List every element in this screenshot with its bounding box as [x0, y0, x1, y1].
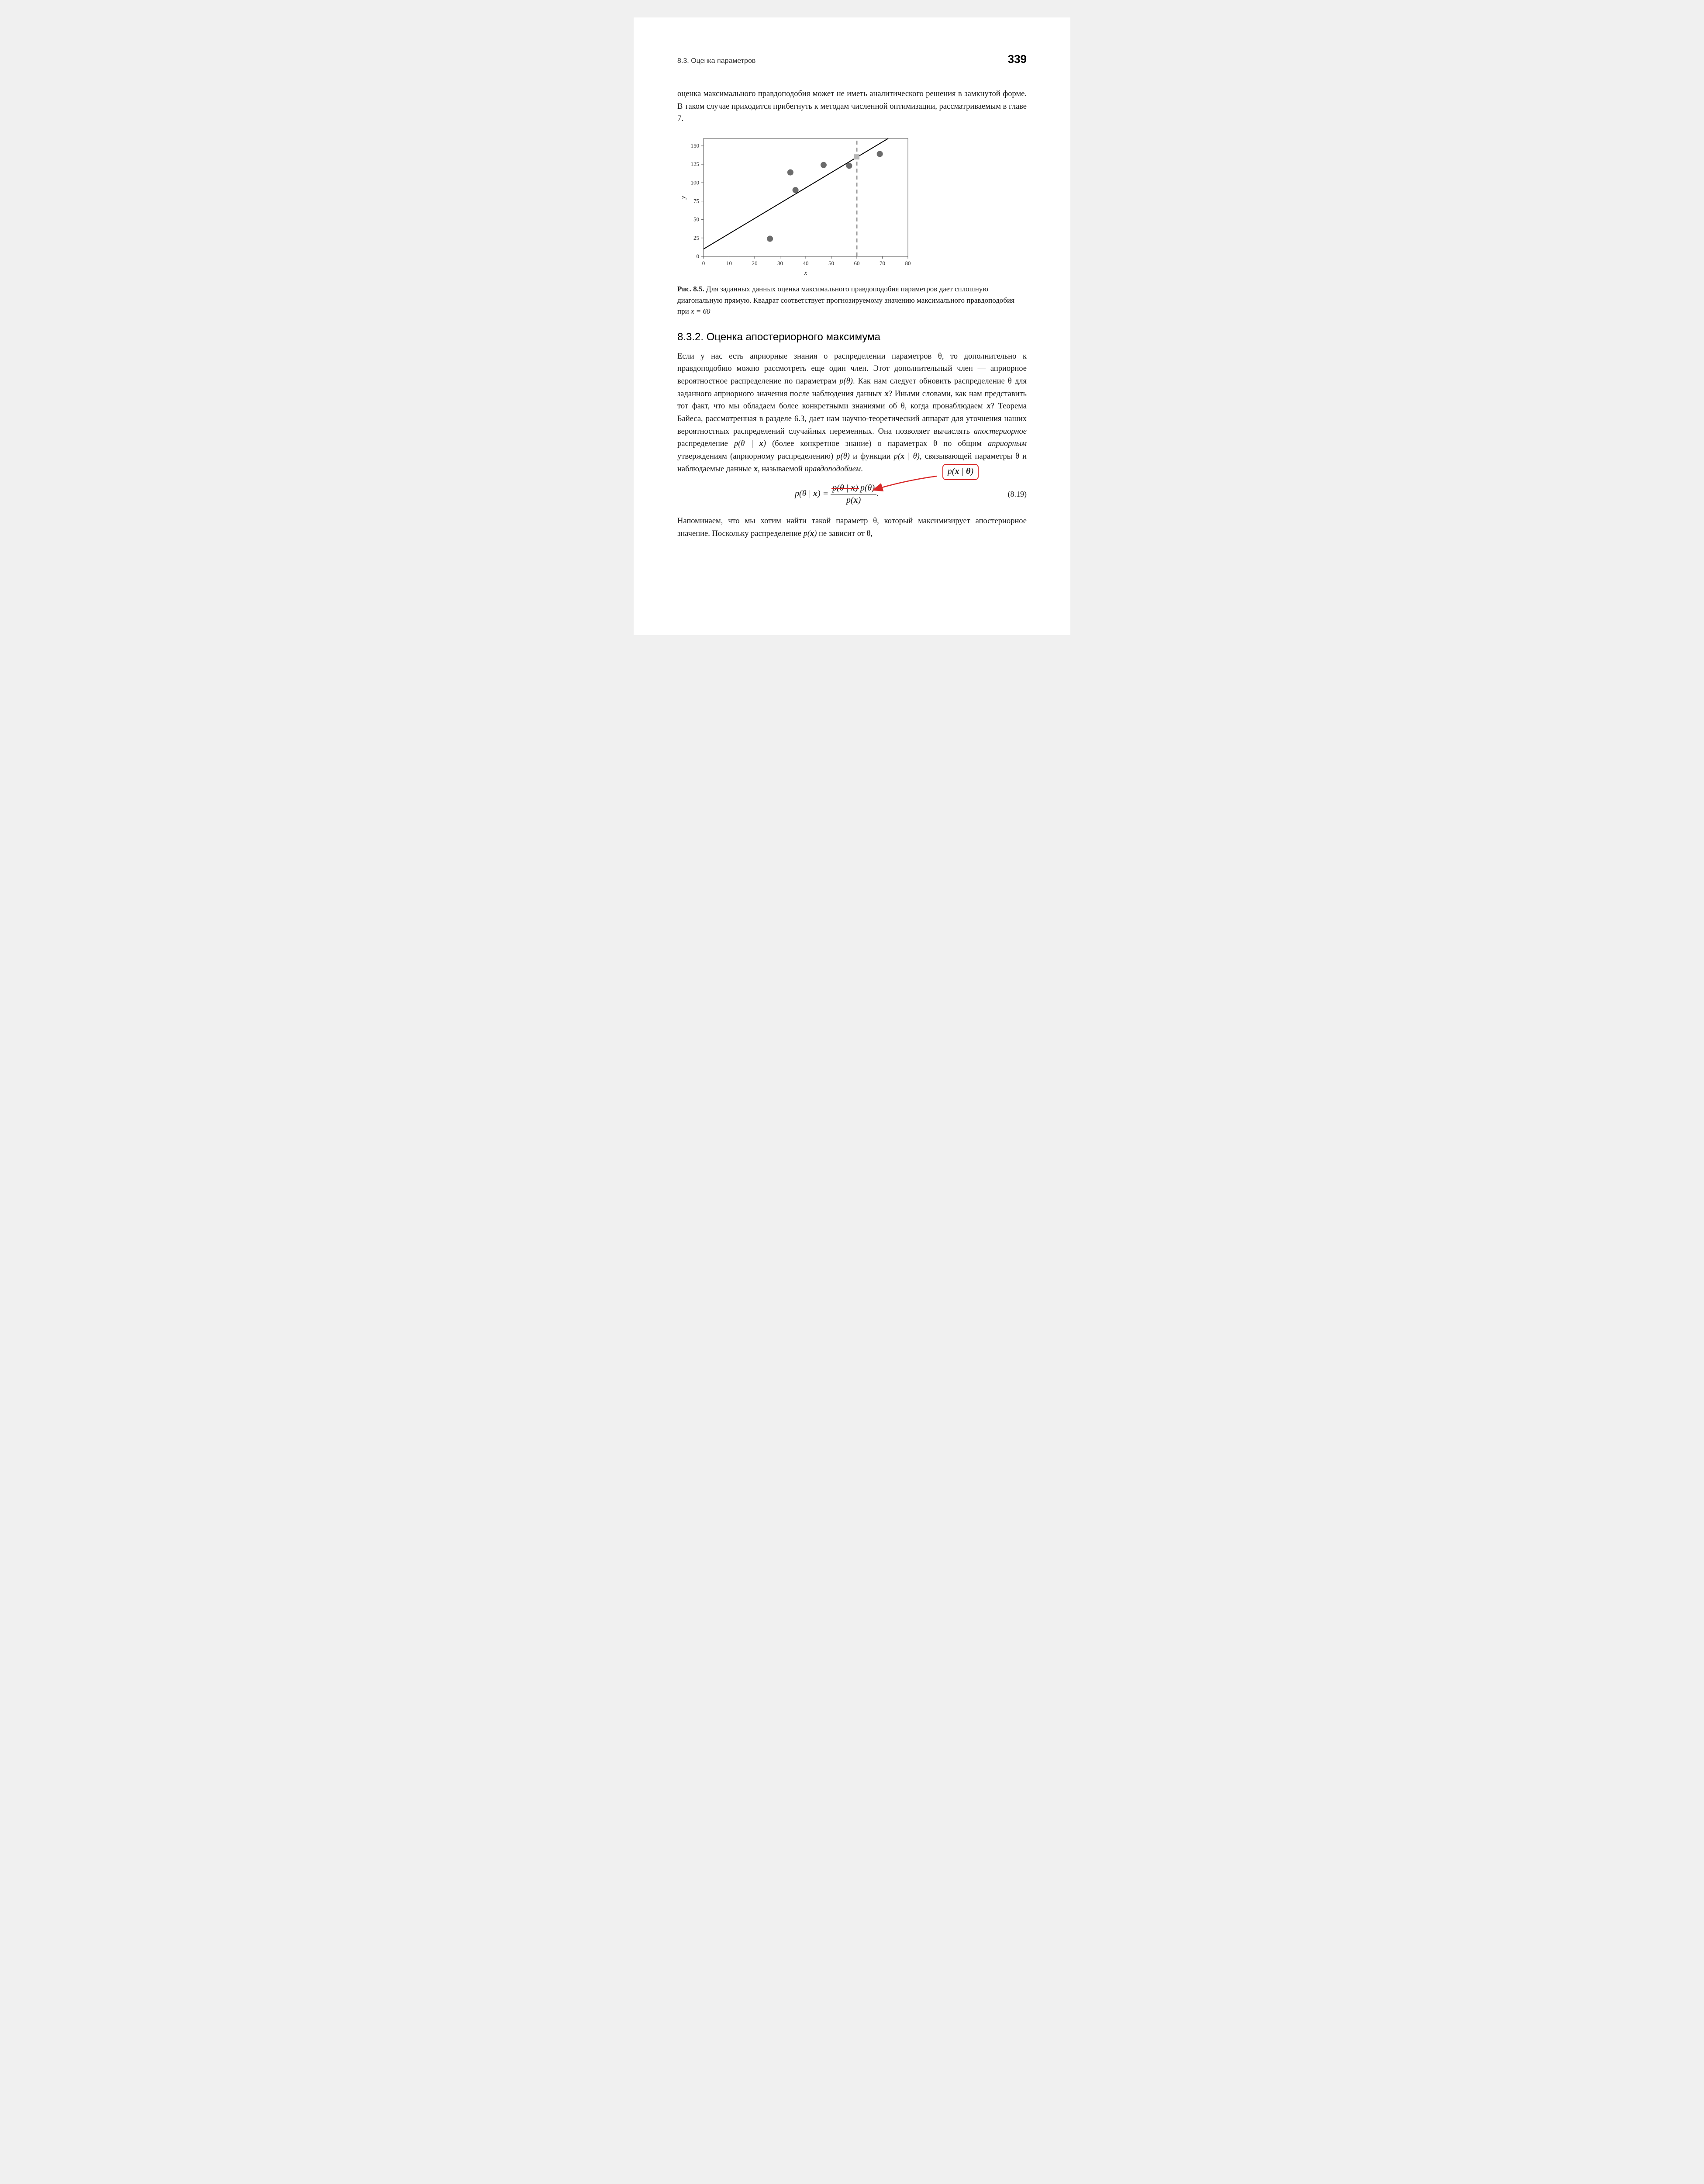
figure-8-5: 0 10 20 30 40 50 60 70 80 0 25 50 75 100 125 150 x y Рис.…	[677, 133, 1027, 317]
equation-body: p(θ | x) = p(θ | x) p(θ) p(x) .	[677, 483, 996, 505]
likelihood-expr: p(x | θ)	[894, 452, 920, 461]
svg-text:70: 70	[880, 260, 885, 266]
svg-text:50: 50	[828, 260, 834, 266]
intro-paragraph: оценка максимального правдоподобия может…	[677, 88, 1027, 125]
posterior-expr: p(θ | x)	[734, 439, 766, 448]
scatter-plot: 0 10 20 30 40 50 60 70 80 0 25 50 75 100 125 150 x y	[677, 133, 913, 277]
figure-label: Рис. 8.5.	[677, 285, 704, 293]
svg-text:30: 30	[777, 260, 783, 266]
subsection-heading: 8.3.2. Оценка апостериорного максимума	[677, 331, 1027, 343]
svg-text:40: 40	[803, 260, 809, 266]
page-header: 8.3. Оценка параметров 339	[677, 52, 1027, 66]
svg-text:100: 100	[691, 179, 700, 186]
equation-8-19: p(θ | x) = p(θ | x) p(θ) p(x) . (8.19) p…	[677, 483, 1027, 505]
body-paragraph-2: Если у нас есть априорные знания о распр…	[677, 350, 1027, 476]
body-paragraph-3: Напоминаем, что мы хотим найти такой пар…	[677, 515, 1027, 540]
svg-text:75: 75	[693, 197, 699, 204]
svg-text:125: 125	[691, 161, 700, 167]
svg-text:10: 10	[726, 260, 732, 266]
figure-caption: Рис. 8.5. Для заданных данных оценка мак…	[677, 283, 1027, 317]
svg-text:0: 0	[702, 260, 705, 266]
svg-text:0: 0	[697, 253, 700, 259]
svg-text:150: 150	[691, 142, 700, 149]
figure-caption-math: x = 60	[691, 307, 711, 315]
correction-arrow-icon	[861, 471, 939, 497]
svg-text:50: 50	[693, 216, 699, 223]
svg-text:y: y	[680, 196, 687, 200]
svg-text:20: 20	[752, 260, 758, 266]
equation-number: (8.19)	[996, 490, 1027, 499]
correction-annotation: p(x | θ)	[942, 464, 979, 480]
svg-text:x: x	[804, 270, 807, 276]
svg-text:60: 60	[854, 260, 860, 266]
eq-lhs: p(θ | x) =	[795, 489, 831, 498]
section-reference: 8.3. Оценка параметров	[677, 57, 755, 65]
px-expr: p(x)	[804, 529, 817, 538]
page: 8.3. Оценка параметров 339 оценка максим…	[634, 17, 1070, 635]
svg-text:25: 25	[693, 235, 699, 241]
page-number: 339	[1008, 52, 1027, 66]
figure-caption-text: Для заданных данных оценка максимального…	[677, 285, 1014, 315]
struck-term: p(θ | x)	[832, 483, 858, 493]
svg-text:80: 80	[905, 260, 911, 266]
